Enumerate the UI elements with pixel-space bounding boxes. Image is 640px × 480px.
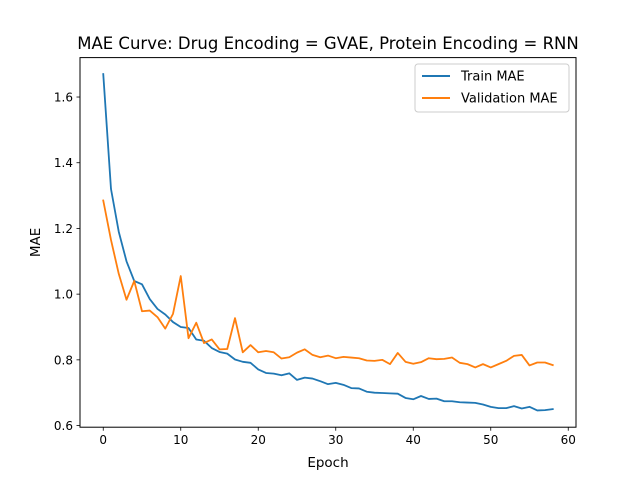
series-line-train-mae <box>102 73 554 412</box>
x-tick-label: 60 <box>561 433 576 447</box>
x-tick-label: 40 <box>406 433 421 447</box>
legend: Train MAE Validation MAE <box>414 63 570 113</box>
series-layer <box>102 73 554 412</box>
x-axis-label: Epoch <box>307 455 348 471</box>
legend-label-train-mae: Train MAE <box>460 70 525 85</box>
plot-area <box>79 57 577 428</box>
y-tick-label: 0.6 <box>54 419 73 433</box>
y-axis-ticks: 0.6 0.8 1.0 1.2 1.4 1.6 <box>54 91 80 433</box>
y-tick-label: 0.8 <box>54 353 73 367</box>
x-tick-label: 0 <box>99 433 107 447</box>
chart-title: MAE Curve: Drug Encoding = GVAE, Protein… <box>77 34 579 53</box>
axes-frame <box>79 57 577 428</box>
y-tick-label: 1.6 <box>54 91 73 105</box>
x-tick-label: 30 <box>328 433 343 447</box>
series-line-validation-mae <box>102 199 554 369</box>
y-tick-label: 1.4 <box>54 156 73 170</box>
y-axis-label: MAE <box>28 228 44 257</box>
x-axis-ticks: 0 10 20 30 40 50 60 <box>99 427 576 447</box>
legend-box <box>414 63 570 113</box>
x-tick-label: 50 <box>483 433 498 447</box>
legend-label-validation-mae: Validation MAE <box>461 92 558 107</box>
y-tick-label: 1.0 <box>54 288 73 302</box>
x-tick-label: 20 <box>251 433 266 447</box>
x-tick-label: 10 <box>173 433 188 447</box>
y-tick-label: 1.2 <box>54 222 73 236</box>
